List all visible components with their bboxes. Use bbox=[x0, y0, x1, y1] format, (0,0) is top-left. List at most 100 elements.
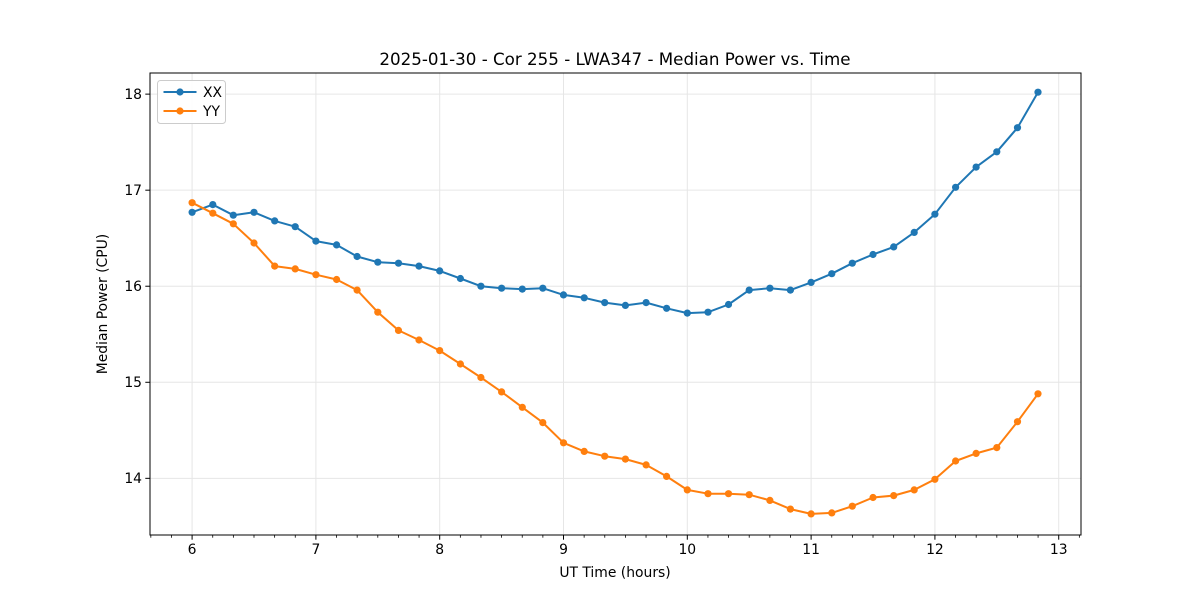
gridlines bbox=[150, 73, 1081, 535]
series-yy-marker bbox=[621, 455, 630, 463]
series-xx-marker bbox=[477, 282, 485, 290]
y-tick-label: 15 bbox=[124, 375, 142, 391]
series-yy-marker bbox=[250, 239, 258, 247]
y-axis-label: Median Power (CPU) bbox=[95, 234, 111, 374]
series-yy-marker bbox=[786, 505, 795, 513]
axis-ticks: 6 7 8 9 10 11 12 13 14 15 16 17 18 bbox=[124, 87, 1080, 558]
series-xx-marker bbox=[333, 241, 341, 249]
series-xx-marker bbox=[209, 201, 217, 209]
x-tick-label: 6 bbox=[188, 542, 197, 558]
series-yy-marker bbox=[745, 491, 753, 499]
series-yy-marker bbox=[663, 472, 671, 480]
series-xx-marker bbox=[580, 294, 588, 302]
series-yy-marker bbox=[415, 336, 423, 344]
series-yy-marker bbox=[539, 419, 547, 427]
y-tick-label: 17 bbox=[124, 183, 142, 199]
legend-sample-marker bbox=[176, 88, 184, 96]
series-yy-marker bbox=[291, 265, 299, 273]
series-xx-marker bbox=[312, 237, 320, 245]
series-xx-marker bbox=[621, 301, 630, 309]
series-xx-marker bbox=[766, 284, 774, 292]
x-tick-label: 10 bbox=[678, 542, 696, 558]
series-yy-marker bbox=[931, 475, 939, 483]
series-xx-marker bbox=[745, 286, 753, 294]
series-yy-marker bbox=[869, 493, 877, 502]
series-xx-marker bbox=[394, 259, 403, 267]
series-xx bbox=[188, 88, 1042, 317]
series-yy-marker bbox=[724, 490, 733, 498]
y-tick-label: 14 bbox=[124, 471, 142, 487]
series-yy-marker bbox=[848, 502, 856, 510]
series-xx-marker bbox=[931, 210, 939, 218]
y-tick-label: 16 bbox=[124, 279, 142, 295]
series-xx-marker bbox=[786, 286, 795, 294]
series-yy-marker bbox=[1013, 418, 1022, 426]
series-xx-marker bbox=[1034, 88, 1042, 96]
series-yy-marker bbox=[683, 486, 691, 494]
series-xx-marker bbox=[807, 278, 815, 286]
series-yy-marker bbox=[559, 439, 568, 447]
x-tick-label: 11 bbox=[802, 542, 820, 558]
series-xx-marker bbox=[724, 300, 733, 309]
series-xx-marker bbox=[1013, 124, 1022, 132]
series-yy-marker bbox=[952, 457, 960, 465]
series-xx-marker bbox=[993, 148, 1001, 156]
series-xx-marker bbox=[436, 267, 444, 275]
series-yy-marker bbox=[828, 509, 836, 517]
series-yy-marker bbox=[374, 308, 382, 316]
series-yy-marker bbox=[394, 326, 403, 334]
series-yy-marker bbox=[704, 490, 712, 498]
series-xx-marker bbox=[229, 211, 237, 219]
series-yy-marker bbox=[209, 209, 217, 217]
series-xx-marker bbox=[663, 304, 671, 312]
legend: XX YY bbox=[157, 80, 226, 124]
series-yy-marker bbox=[910, 486, 918, 494]
series-xx-marker bbox=[271, 217, 279, 225]
series-yy-marker bbox=[518, 403, 526, 411]
series-xx-marker bbox=[518, 285, 526, 293]
series-yy-marker bbox=[229, 220, 237, 228]
series-yy-marker bbox=[188, 199, 196, 207]
series-xx-marker bbox=[415, 262, 423, 270]
series-xx-marker bbox=[869, 250, 877, 259]
series-yy-marker bbox=[312, 271, 320, 279]
series-yy-marker bbox=[271, 262, 279, 270]
series-xx-marker bbox=[374, 258, 382, 266]
chart-title: 2025-01-30 - Cor 255 - LWA347 - Median P… bbox=[379, 49, 850, 69]
x-tick-label: 9 bbox=[559, 542, 568, 558]
series-yy-marker bbox=[580, 447, 588, 455]
x-axis-label: UT Time (hours) bbox=[559, 565, 670, 581]
series-xx-marker bbox=[188, 208, 196, 216]
series-xx-marker bbox=[601, 299, 609, 307]
series-yy-marker bbox=[1034, 390, 1042, 398]
series-xx-line bbox=[191, 91, 1039, 315]
series-yy-marker bbox=[477, 373, 485, 382]
series-xx-marker bbox=[291, 223, 299, 231]
series-yy-marker bbox=[890, 492, 898, 500]
series-xx-marker bbox=[890, 243, 898, 251]
series-yy-marker bbox=[972, 449, 980, 457]
series-xx-marker bbox=[910, 228, 918, 236]
series-xx-marker bbox=[250, 208, 258, 216]
legend-label-xx: XX bbox=[203, 85, 223, 101]
series-xx-marker bbox=[952, 183, 960, 191]
series-yy bbox=[188, 199, 1042, 518]
series-yy-marker bbox=[642, 461, 650, 469]
series-yy-marker bbox=[601, 452, 609, 460]
series-yy-marker bbox=[766, 496, 774, 504]
series-xx-marker bbox=[828, 270, 836, 278]
series-yy-marker bbox=[353, 286, 361, 294]
series-yy-marker bbox=[333, 275, 341, 284]
series-xx-marker bbox=[972, 163, 980, 171]
series-xx-marker bbox=[353, 252, 361, 261]
series-yy-marker bbox=[807, 510, 815, 518]
series-yy-marker bbox=[498, 388, 506, 396]
series-xx-marker bbox=[848, 259, 856, 267]
series-xx-marker bbox=[704, 308, 712, 316]
x-tick-label: 12 bbox=[926, 542, 944, 558]
series-yy-marker bbox=[456, 360, 464, 368]
x-tick-label: 8 bbox=[435, 542, 444, 558]
legend-sample-marker bbox=[176, 107, 184, 115]
series-xx-marker bbox=[683, 309, 691, 317]
series-xx-marker bbox=[642, 299, 650, 307]
